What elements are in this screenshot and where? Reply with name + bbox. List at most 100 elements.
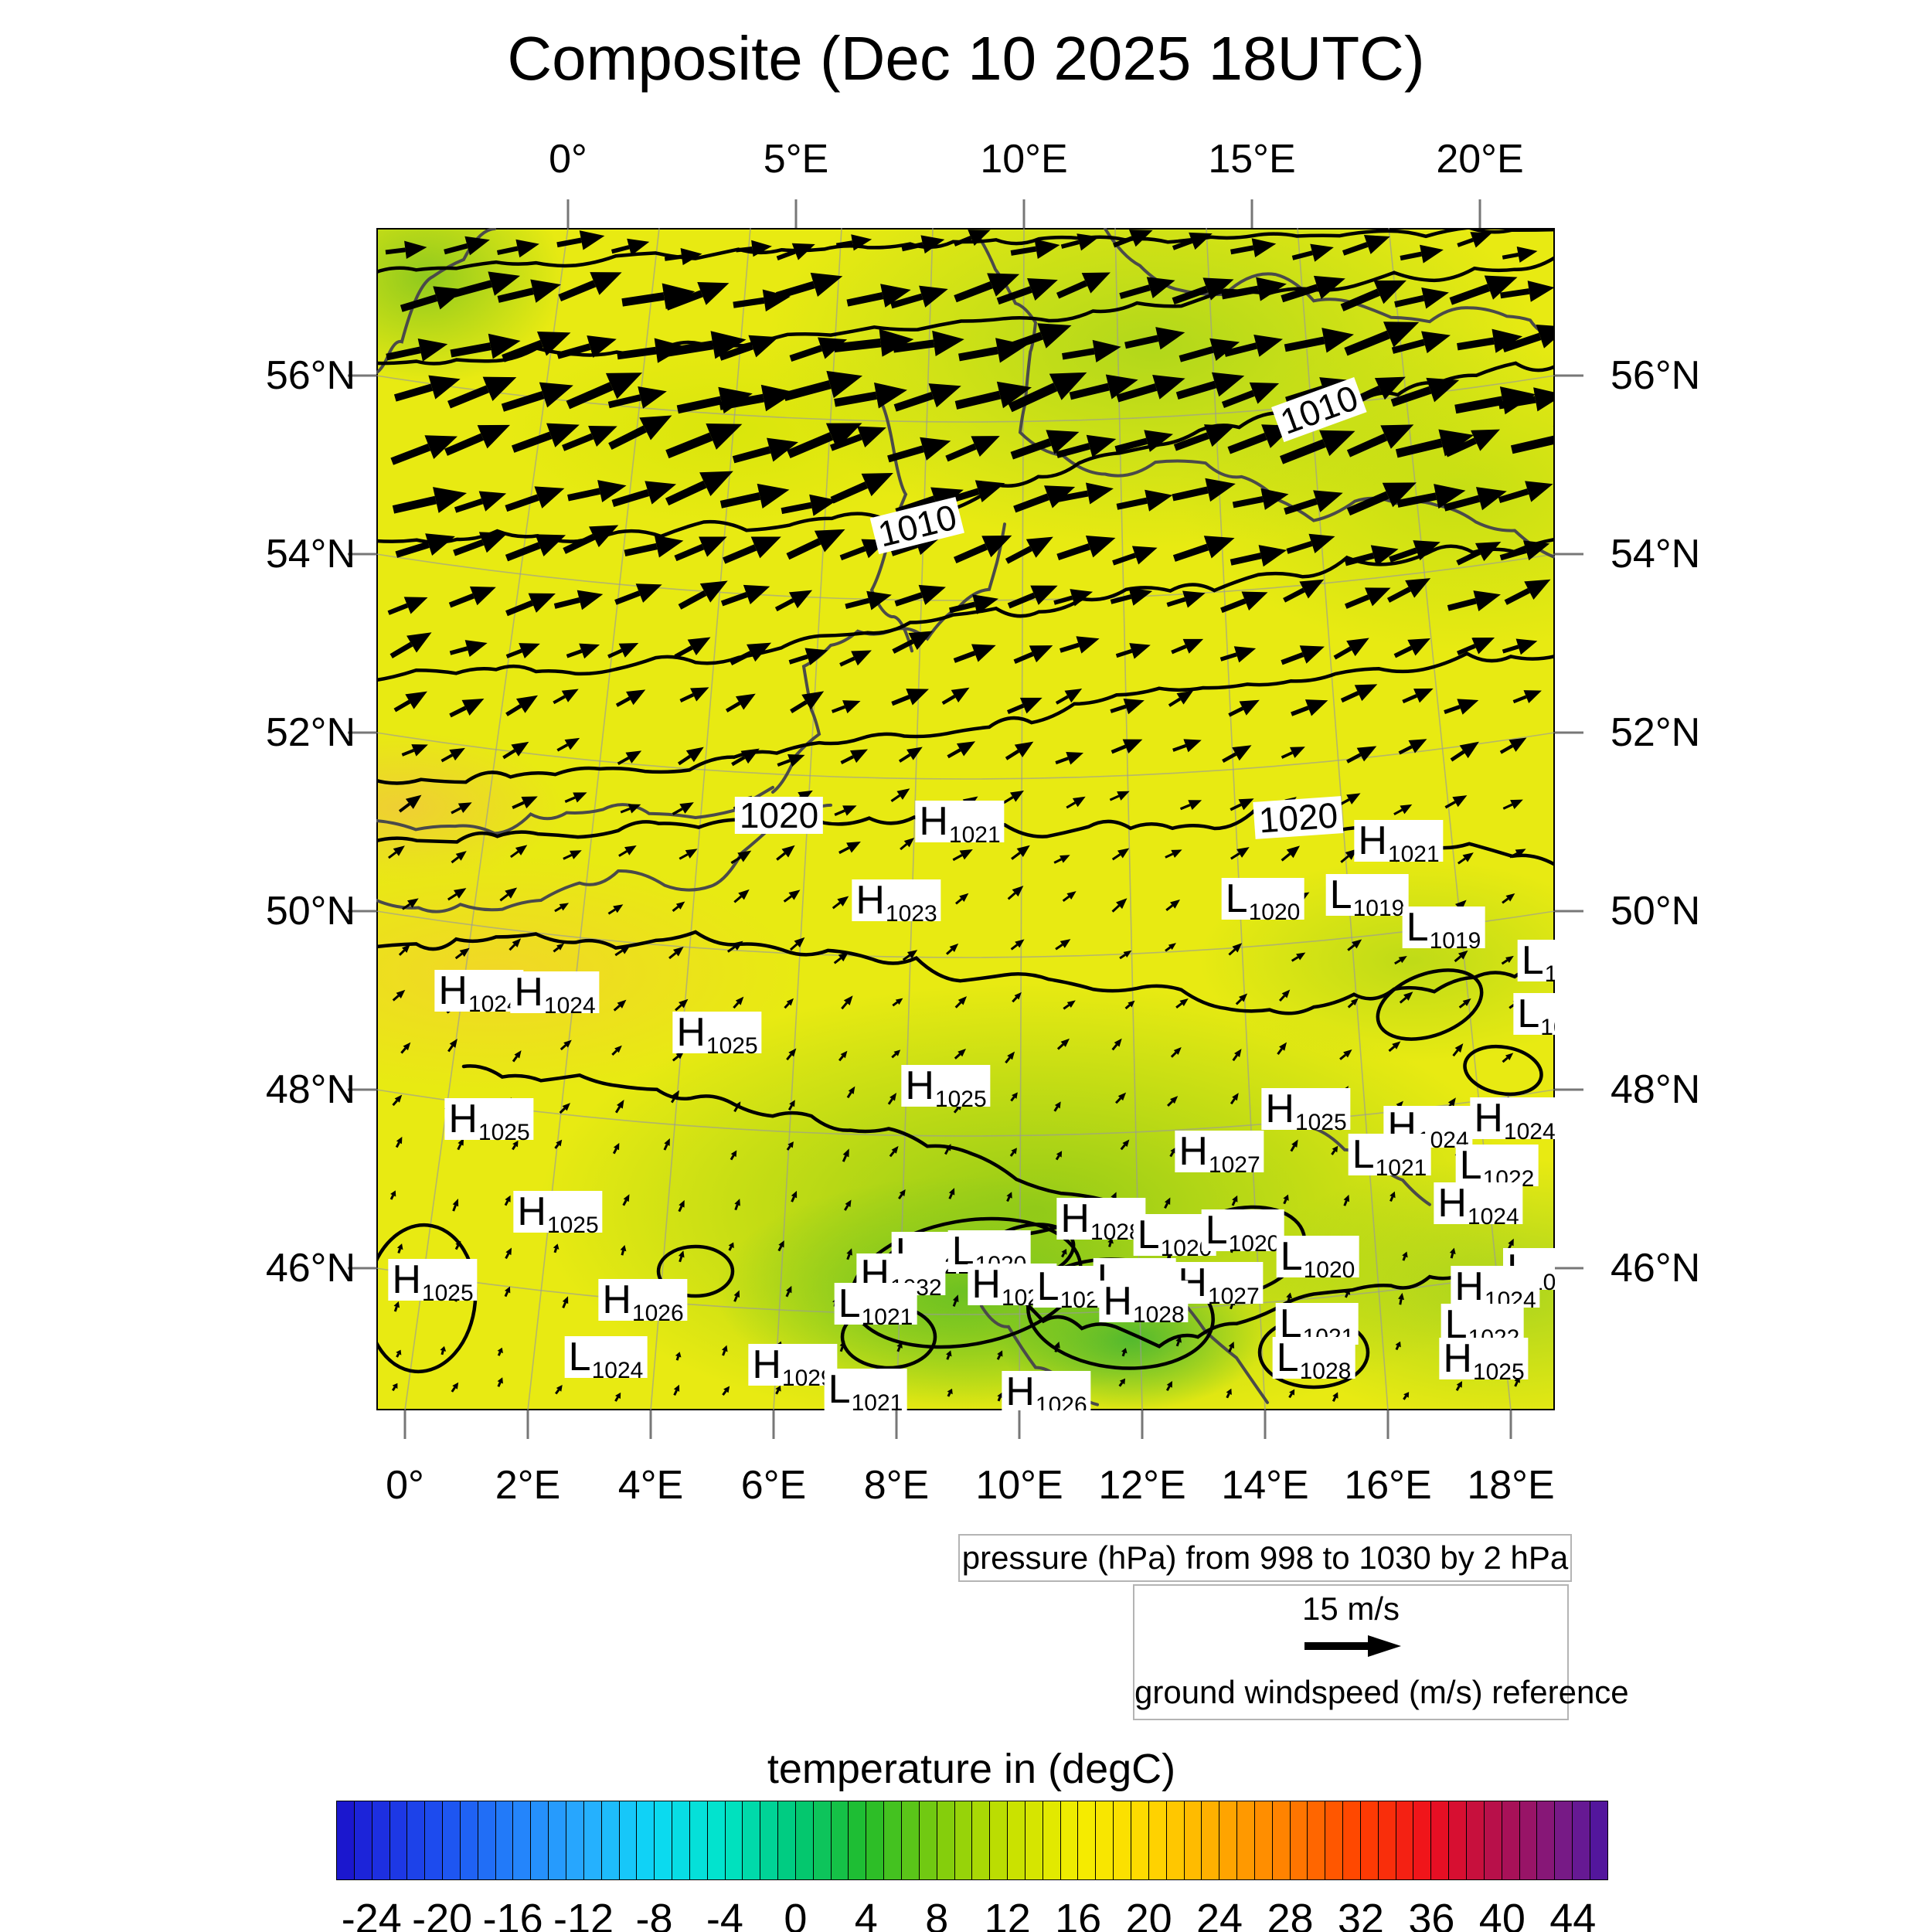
- lat-label-right: 52°N: [1611, 710, 1701, 755]
- wind-arrow: [512, 796, 538, 809]
- wind-arrow: [791, 1190, 798, 1202]
- wind-arrow: [891, 1049, 901, 1059]
- wind-arrow: [1056, 434, 1117, 458]
- wind-arrow: [1395, 1341, 1401, 1351]
- wind-arrow: [448, 586, 496, 608]
- wind-arrow: [1235, 993, 1248, 1005]
- wind-arrow: [835, 234, 872, 251]
- wind-arrow: [1394, 956, 1407, 965]
- colorbar-tick: 24: [1196, 1896, 1243, 1932]
- wind-arrow: [392, 1094, 403, 1107]
- wind-arrow: [1110, 699, 1145, 715]
- wind-arrow: [1455, 1381, 1463, 1391]
- colorbar-cell: [1396, 1801, 1414, 1879]
- wind-arrow: [944, 1144, 951, 1155]
- wind-arrow: [1231, 1195, 1238, 1206]
- wind-arrow: [954, 230, 991, 247]
- wind-arrow: [1291, 243, 1334, 262]
- wind-arrow: [1444, 699, 1479, 715]
- wind-arrow: [398, 794, 422, 813]
- wind-arrow: [719, 483, 790, 509]
- wind-arrow: [497, 1347, 503, 1356]
- wind-arrow: [776, 243, 815, 261]
- wind-arrow: [1055, 689, 1083, 705]
- wind-arrow: [1502, 638, 1538, 655]
- colorbar-tick: -16: [482, 1896, 543, 1932]
- wind-arrow: [789, 937, 805, 951]
- wind-arrow: [898, 747, 923, 763]
- wind-arrow: [451, 1382, 459, 1393]
- wind-arrow: [1501, 955, 1514, 965]
- wind-arrow: [722, 1345, 728, 1356]
- colorbar-cell: [1449, 1801, 1467, 1879]
- wind-arrow: [1281, 645, 1325, 665]
- wind-arrow: [1230, 1093, 1239, 1105]
- wind-arrow: [614, 944, 631, 957]
- wind-arrow: [830, 473, 893, 504]
- wind-arrow: [1284, 328, 1354, 353]
- wind-arrow: [614, 1392, 621, 1402]
- pressure-extreme-label: H 1025: [388, 1259, 478, 1305]
- wind-arrow: [393, 1301, 400, 1312]
- wind-arrow: [512, 1050, 522, 1063]
- wind-arrow: [1457, 852, 1474, 865]
- wind-arrow: [1113, 230, 1153, 248]
- lon-label-bottom: 18°E: [1467, 1463, 1555, 1508]
- wind-arrow: [734, 1199, 740, 1211]
- wind-arrow: [1291, 952, 1306, 962]
- colorbar-tick: -20: [412, 1896, 473, 1932]
- wind-arrow: [1118, 1378, 1126, 1387]
- wind-arrow: [846, 284, 911, 308]
- wind-arrow: [1221, 382, 1280, 409]
- wind-arrow: [1169, 1147, 1176, 1158]
- wind-arrow: [1278, 989, 1291, 1002]
- wind-arrow: [1394, 287, 1449, 309]
- wind-arrow: [395, 533, 455, 558]
- wind-arrow: [1060, 636, 1100, 654]
- colorbar-cell: [1148, 1801, 1167, 1879]
- colorbar-tick: -8: [635, 1896, 673, 1932]
- wind-arrow: [1173, 424, 1235, 451]
- wind-arrow: [1069, 374, 1138, 400]
- wind-arrow: [1165, 1381, 1172, 1392]
- wind-arrow: [1284, 490, 1343, 515]
- wind-arrow: [1056, 272, 1111, 299]
- wind-arrow: [452, 1198, 459, 1212]
- page-title: Composite (Dec 10 2025 18UTC): [507, 24, 1425, 93]
- wind-arrow: [720, 584, 770, 607]
- wind-arrow: [902, 950, 918, 961]
- wind-arrow: [1444, 429, 1501, 457]
- lat-label-left: 54°N: [265, 532, 355, 577]
- wind-arrow: [1166, 590, 1206, 608]
- wind-arrow: [1012, 992, 1022, 1003]
- coastline: [771, 522, 1006, 794]
- wind-arrow: [449, 640, 488, 658]
- wind-arrow: [665, 423, 743, 459]
- wind-arrow: [842, 1148, 849, 1162]
- wind-arrow: [1172, 232, 1213, 250]
- wind-arrow: [1170, 1047, 1182, 1058]
- isobar-closed: [656, 1244, 735, 1298]
- wind-arrow: [396, 1349, 402, 1358]
- pressure-extreme-label: H 1026: [598, 1279, 688, 1325]
- wind-arrow: [501, 382, 573, 412]
- wind-arrow: [790, 691, 825, 713]
- wind-arrow: [948, 1188, 955, 1199]
- wind-arrow: [846, 1086, 855, 1099]
- lon-label-bottom: 10°E: [975, 1463, 1063, 1508]
- colorbar-cell: [372, 1801, 390, 1879]
- colorbar-cell: [425, 1801, 444, 1879]
- wind-arrow: [945, 943, 959, 955]
- wind-arrow: [1055, 939, 1071, 951]
- wind-arrow: [1006, 1192, 1012, 1202]
- wind-arrow: [1443, 487, 1507, 512]
- wind-arrow: [730, 642, 772, 665]
- wind-arrow: [777, 1240, 784, 1252]
- coastline: [974, 230, 1555, 559]
- wind-arrow: [1057, 482, 1114, 505]
- wind-arrow: [719, 335, 779, 361]
- wind-arrow: [893, 383, 961, 412]
- wind-arrow: [560, 1039, 572, 1051]
